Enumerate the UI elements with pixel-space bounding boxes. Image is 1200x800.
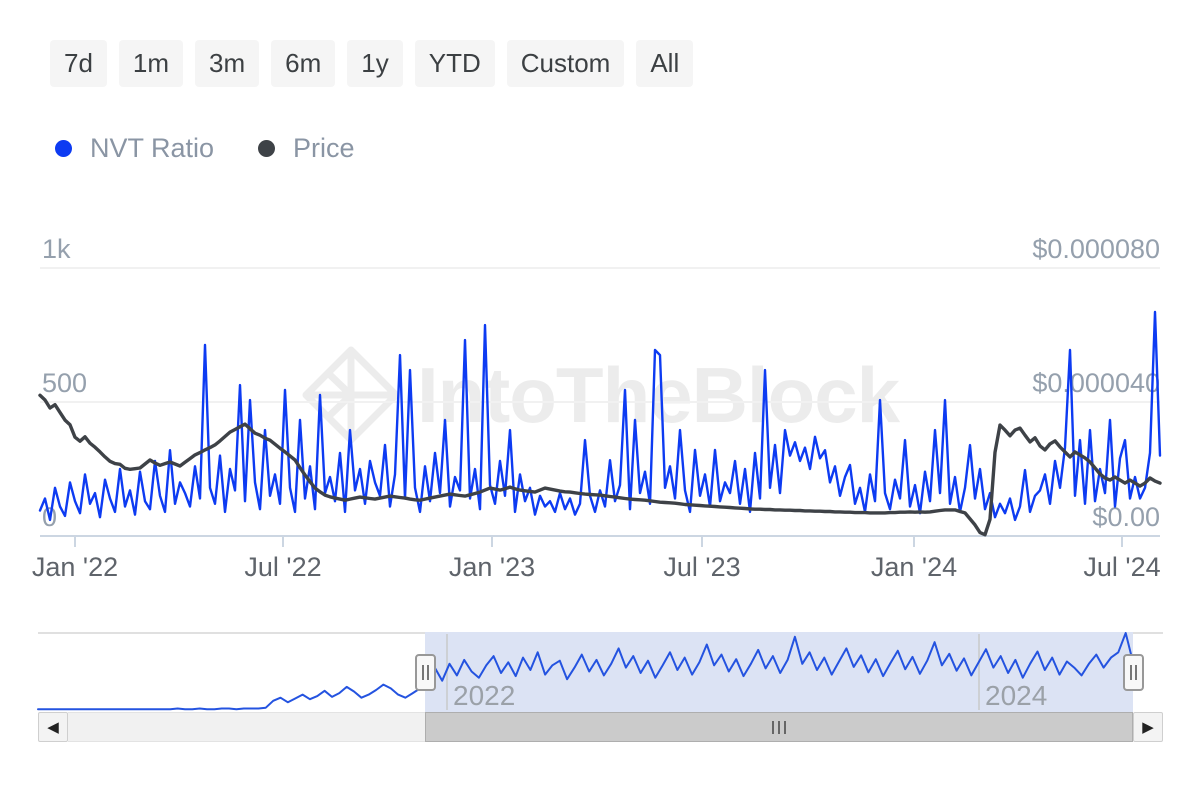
x-label-jul-22: Jul '22 (244, 552, 322, 582)
navigator-series-line (37, 632, 1134, 711)
navigator-scrollbar: ◀ ▶ (38, 712, 1163, 742)
range-button-1m[interactable]: 1m (118, 40, 184, 88)
range-button-7d[interactable]: 7d (50, 40, 107, 88)
range-button-all[interactable]: All (636, 40, 694, 88)
watermark: IntoTheBlock (301, 345, 900, 445)
range-button-3m[interactable]: 3m (195, 40, 260, 88)
nvt-ratio-series-line (38, 310, 1162, 522)
x-label-jan-22: Jan '22 (31, 552, 119, 582)
y-right-label-0: $0.00 (1092, 502, 1160, 532)
chart-legend: NVT Ratio Price (55, 133, 355, 164)
scroll-left-button[interactable]: ◀ (38, 712, 68, 742)
main-chart-area[interactable]: IntoTheBlock 1k 500 0 $0.000080 $0.00004… (0, 234, 1200, 600)
y-left-label-1k: 1k (42, 234, 71, 264)
navigator[interactable]: 2022 2024 (0, 632, 1200, 712)
legend-item-nvt-ratio[interactable]: NVT Ratio (55, 133, 214, 164)
price-series-dot-icon (258, 140, 276, 157)
scroll-right-button[interactable]: ▶ (1133, 712, 1163, 742)
main-chart-canvas[interactable] (0, 240, 1200, 600)
right-arrow-icon: ▶ (1142, 719, 1154, 736)
legend-label-nvt: NVT Ratio (90, 133, 215, 163)
navigator-year-label-2024: 2024 (985, 680, 1047, 711)
navigator-right-handle[interactable] (1123, 654, 1144, 691)
range-button-custom[interactable]: Custom (506, 40, 625, 88)
legend-item-price[interactable]: Price (258, 133, 355, 164)
left-arrow-icon: ◀ (47, 719, 59, 736)
x-label-jan-24: Jan '24 (870, 552, 958, 582)
x-label-jan-23: Jan '23 (448, 552, 536, 582)
y-right-label-40: $0.000040 (1032, 368, 1160, 398)
y-left-label-500: 500 (42, 368, 88, 398)
range-button-ytd[interactable]: YTD (414, 40, 495, 88)
nvt-series-dot-icon (55, 140, 72, 157)
x-label-jul-24: Jul '24 (1083, 552, 1161, 582)
range-button-1y[interactable]: 1y (347, 40, 403, 88)
scrollbar-thumb[interactable] (425, 712, 1133, 742)
range-toolbar: 7d 1m 3m 6m 1y YTD Custom All (50, 40, 694, 88)
navigator-left-handle[interactable] (415, 654, 436, 691)
x-label-jul-23: Jul '23 (663, 552, 741, 582)
navigator-canvas[interactable]: 2022 2024 (0, 632, 1200, 712)
price-series-line (38, 393, 1162, 537)
navigator-year-label-2022: 2022 (453, 680, 515, 711)
watermark-text: IntoTheBlock (416, 350, 900, 439)
legend-label-price: Price (293, 133, 355, 163)
range-button-6m[interactable]: 6m (271, 40, 336, 88)
y-right-label-80: $0.000080 (1032, 234, 1160, 264)
